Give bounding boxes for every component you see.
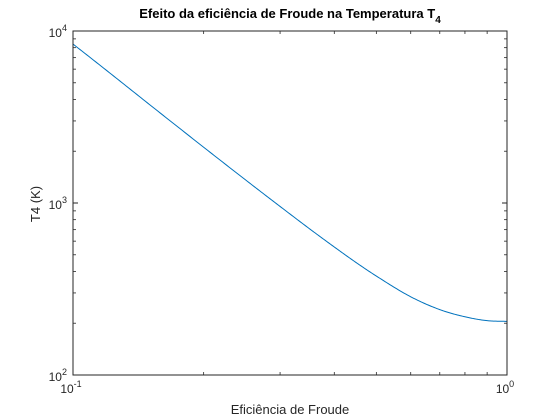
x-tick-labels: 10-1 100 [60,379,514,396]
series-layer [72,43,508,322]
data-point [356,262,357,263]
data-point [439,309,440,310]
data-point [149,104,150,105]
x-tick-label: 100 [496,379,514,396]
series-line-0 [72,43,508,322]
data-point [465,316,466,317]
data-point [245,180,246,181]
x-axis-label: Eficiência de Froude [231,402,350,417]
data-point [203,147,204,148]
y-tick-label: 102 [49,367,67,384]
chart-title-subscript: 4 [435,15,441,26]
data-point [280,206,281,207]
axes-background [73,31,507,375]
data-point [410,296,411,297]
chart-title: Efeito da eficiência de Froude na Temper… [139,6,441,26]
data-point [334,247,335,248]
y-tick-label: 104 [49,23,67,40]
data-point [309,228,310,229]
x-tick-label: 10-1 [60,379,81,396]
data-point [487,320,488,321]
y-tick-label: 103 [49,195,67,212]
data-point [107,71,108,72]
axes-box [72,30,508,376]
data-point [376,276,377,277]
y-tick-labels: 102 103 104 [49,23,67,384]
y-axis-label: T4 (K) [28,186,43,222]
chart-title-main: Efeito da eficiência de Froude na Temper… [139,6,435,21]
